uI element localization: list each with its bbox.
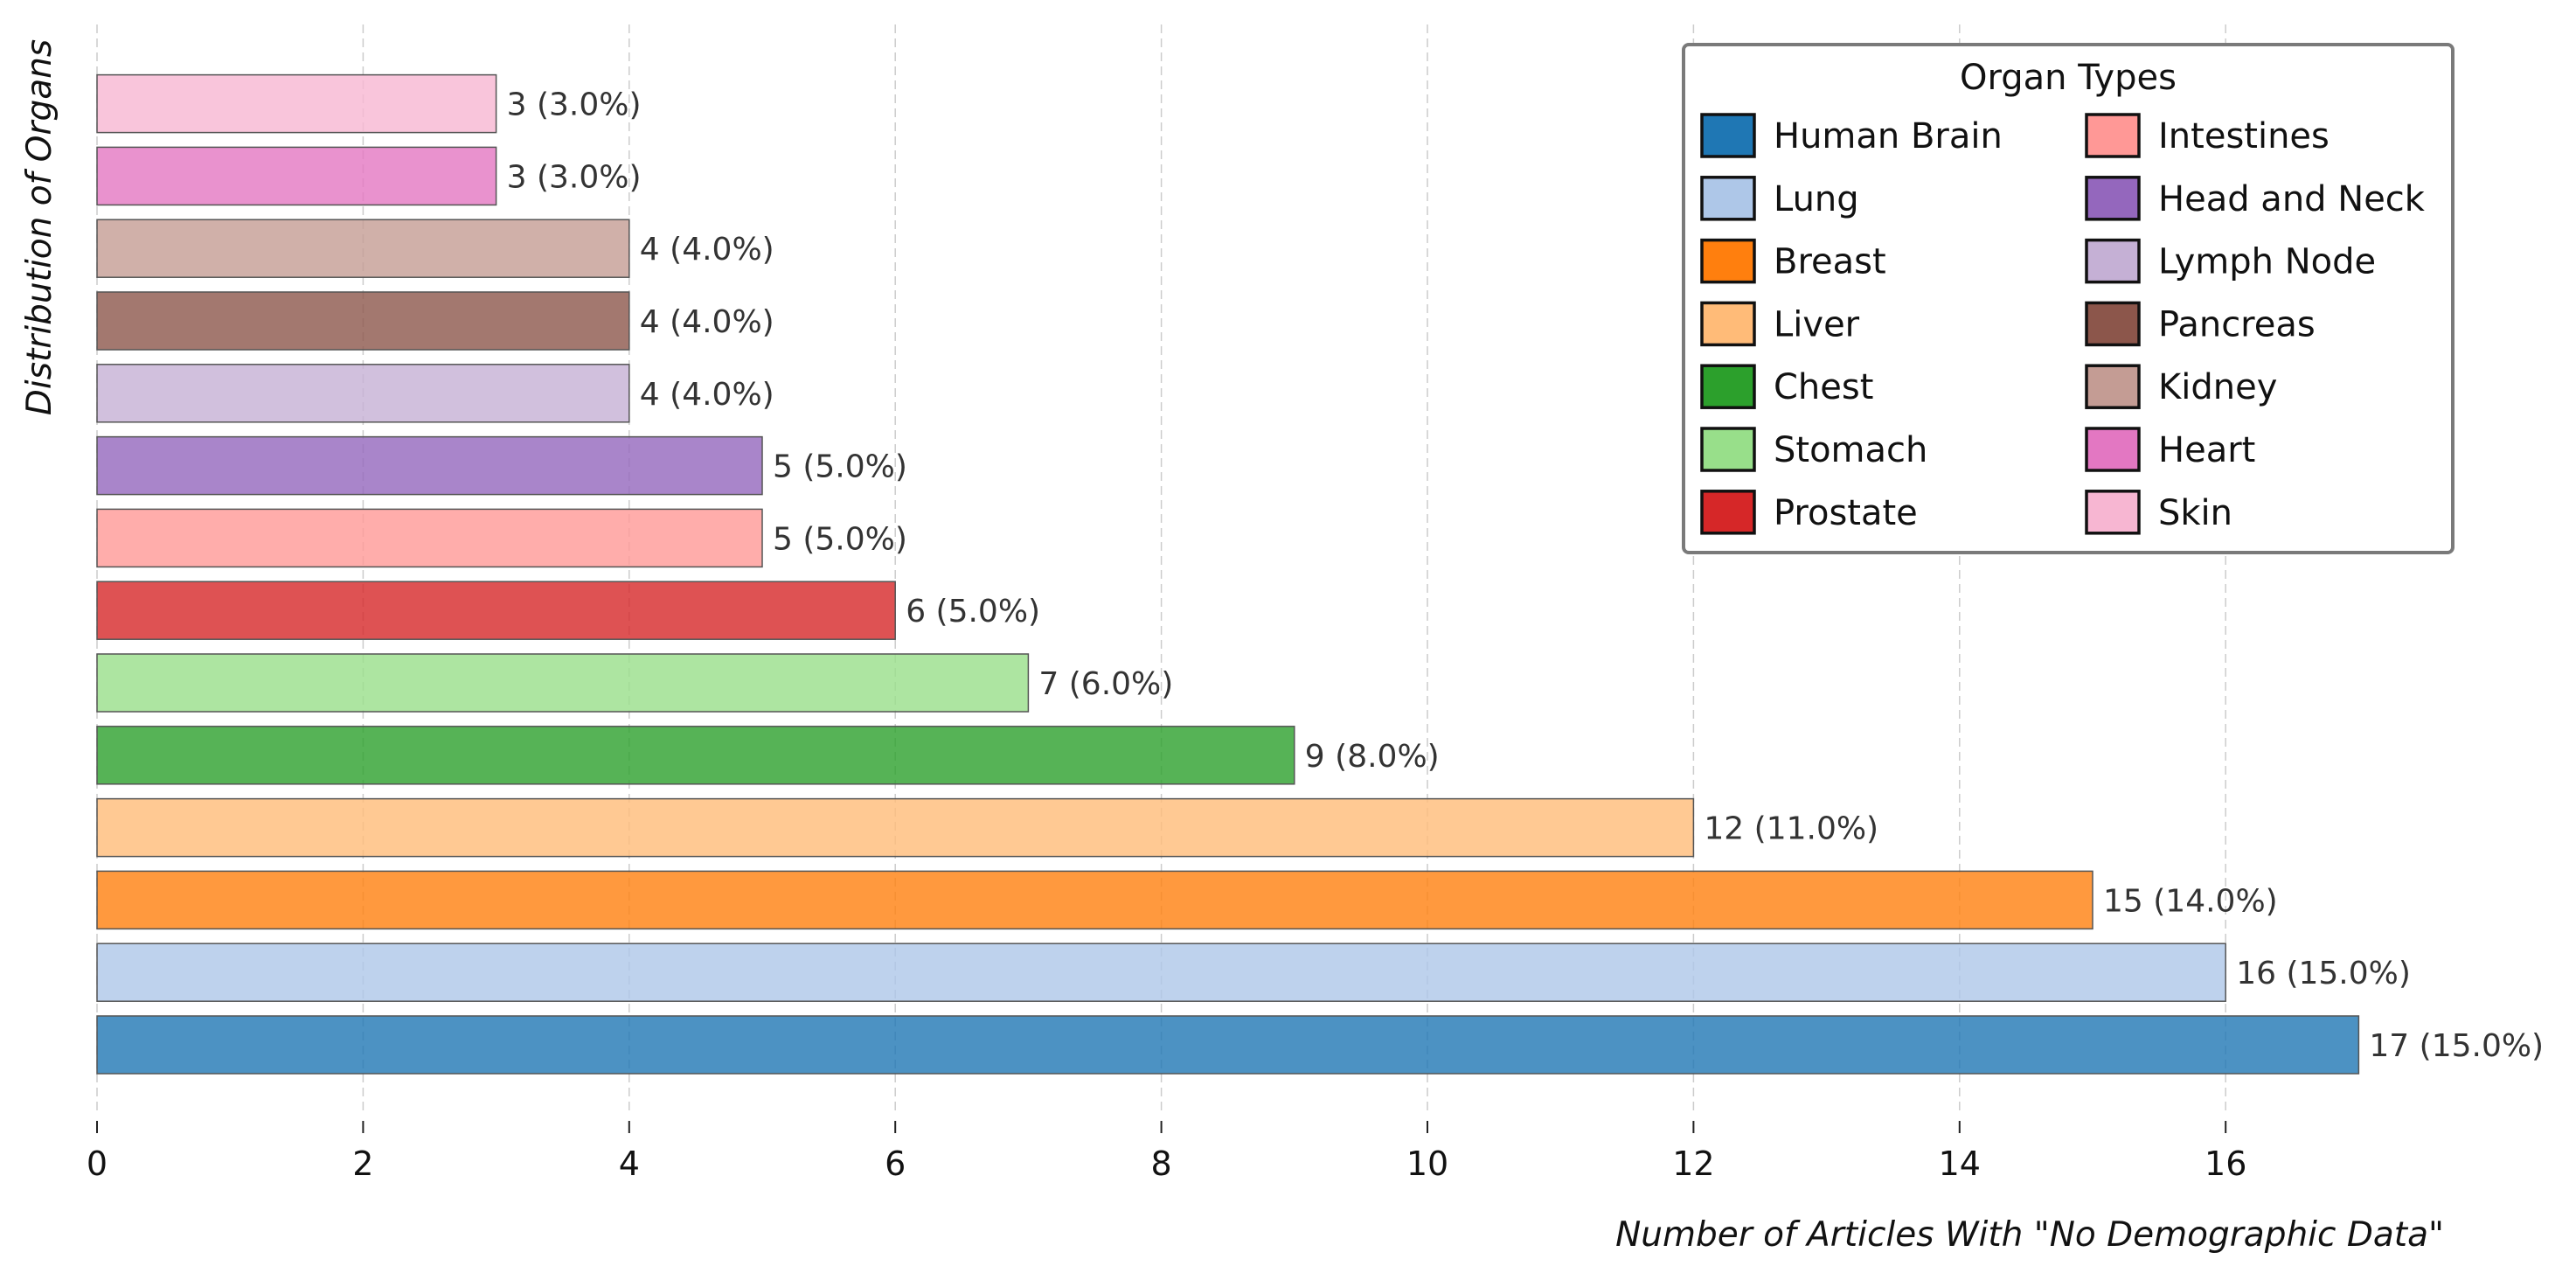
value-label-skin: 3 (3.0%) [507,87,642,123]
y-axis-title: Distribution of Organs [20,39,59,415]
legend-label-kidney: Kidney [2158,367,2277,407]
legend-frame [1682,43,2454,554]
legend-swatch-intestines [2085,113,2141,158]
legend-label-lung: Lung [1774,179,1859,219]
value-label-chest: 9 (8.0%) [1305,739,1440,775]
x-tick-label-16: 16 [2205,1144,2246,1183]
value-label-breast: 15 (14.0%) [2103,883,2278,919]
bar-prostate [96,581,896,640]
legend-swatch-skin [2085,490,2141,535]
legend-swatch-lymph-node [2085,238,2141,284]
value-label-intestines: 5 (5.0%) [773,521,907,557]
bar-chest [96,726,1295,785]
bar-pancreas [96,291,630,351]
legend-label-breast: Breast [1774,242,1886,282]
x-axis-title: Number of Articles With "No Demographic … [1615,1215,2444,1255]
legend-label-lymph-node: Lymph Node [2158,242,2376,282]
bar-kidney [96,219,630,278]
legend-label-intestines: Intestines [2158,116,2330,157]
value-label-human-brain: 17 (15.0%) [2369,1028,2544,1064]
legend-swatch-heart [2085,427,2141,472]
legend-title: Organ Types [1960,58,2177,98]
legend-swatch-head-and-neck [2085,176,2141,221]
x-tick-label-12: 12 [1672,1144,1714,1183]
bar-skin [96,73,497,134]
legend-swatch-chest [1700,364,1756,409]
bar-human-brain [96,1015,2360,1075]
bar-heart [96,146,497,206]
bar-head-and-neck [96,435,763,496]
x-tick-label-4: 4 [619,1144,640,1183]
x-tick-label-10: 10 [1406,1144,1448,1183]
legend-swatch-stomach [1700,427,1756,472]
legend-label-skin: Skin [2158,493,2232,533]
x-tick-label-8: 8 [1151,1144,1172,1183]
x-tick-label-2: 2 [352,1144,373,1183]
legend-swatch-human-brain [1700,113,1756,158]
legend: Organ Types Human Brain Lung Breast Liver Ch… [1682,43,2454,554]
x-tick-label-0: 0 [87,1144,108,1183]
legend-swatch-breast [1700,238,1756,284]
value-label-kidney: 4 (4.0%) [640,232,774,268]
legend-swatch-prostate [1700,490,1756,535]
bar-liver [96,797,1695,858]
value-label-pancreas: 4 (4.0%) [640,304,774,340]
bar-stomach [96,653,1030,713]
legend-swatch-kidney [2085,364,2141,409]
bar-breast [96,870,2093,930]
legend-label-human-brain: Human Brain [1774,116,2003,157]
bar-lung [96,943,2226,1002]
value-label-heart: 3 (3.0%) [507,159,642,195]
value-label-liver: 12 (11.0%) [1704,811,1878,847]
legend-label-stomach: Stomach [1774,430,1927,470]
legend-label-pancreas: Pancreas [2158,304,2316,344]
legend-label-liver: Liver [1774,304,1860,344]
value-label-head-and-neck: 5 (5.0%) [773,449,907,485]
legend-swatch-pancreas [2085,301,2141,347]
bar-intestines [96,508,763,568]
legend-label-chest: Chest [1774,367,1873,407]
value-label-stomach: 7 (6.0%) [1038,666,1173,702]
x-tick-label-14: 14 [1939,1144,1981,1183]
value-label-lymph-node: 4 (4.0%) [640,377,774,413]
value-label-lung: 16 (15.0%) [2236,956,2411,991]
legend-label-heart: Heart [2158,430,2255,470]
legend-swatch-lung [1700,176,1756,221]
legend-swatch-liver [1700,301,1756,347]
legend-label-head-and-neck: Head and Neck [2158,179,2426,219]
x-tick-label-6: 6 [885,1144,906,1183]
value-labels: 17 (15.0%) 16 (15.0%) 15 (14.0%) 12 (11.0%)… [507,87,2545,1064]
value-label-prostate: 6 (5.0%) [906,594,1040,630]
bars [96,73,2360,1075]
legend-label-prostate: Prostate [1774,493,1918,533]
bar-lymph-node [96,364,630,423]
x-axis: 0 2 4 6 8 10 12 14 16 [87,1121,2246,1183]
